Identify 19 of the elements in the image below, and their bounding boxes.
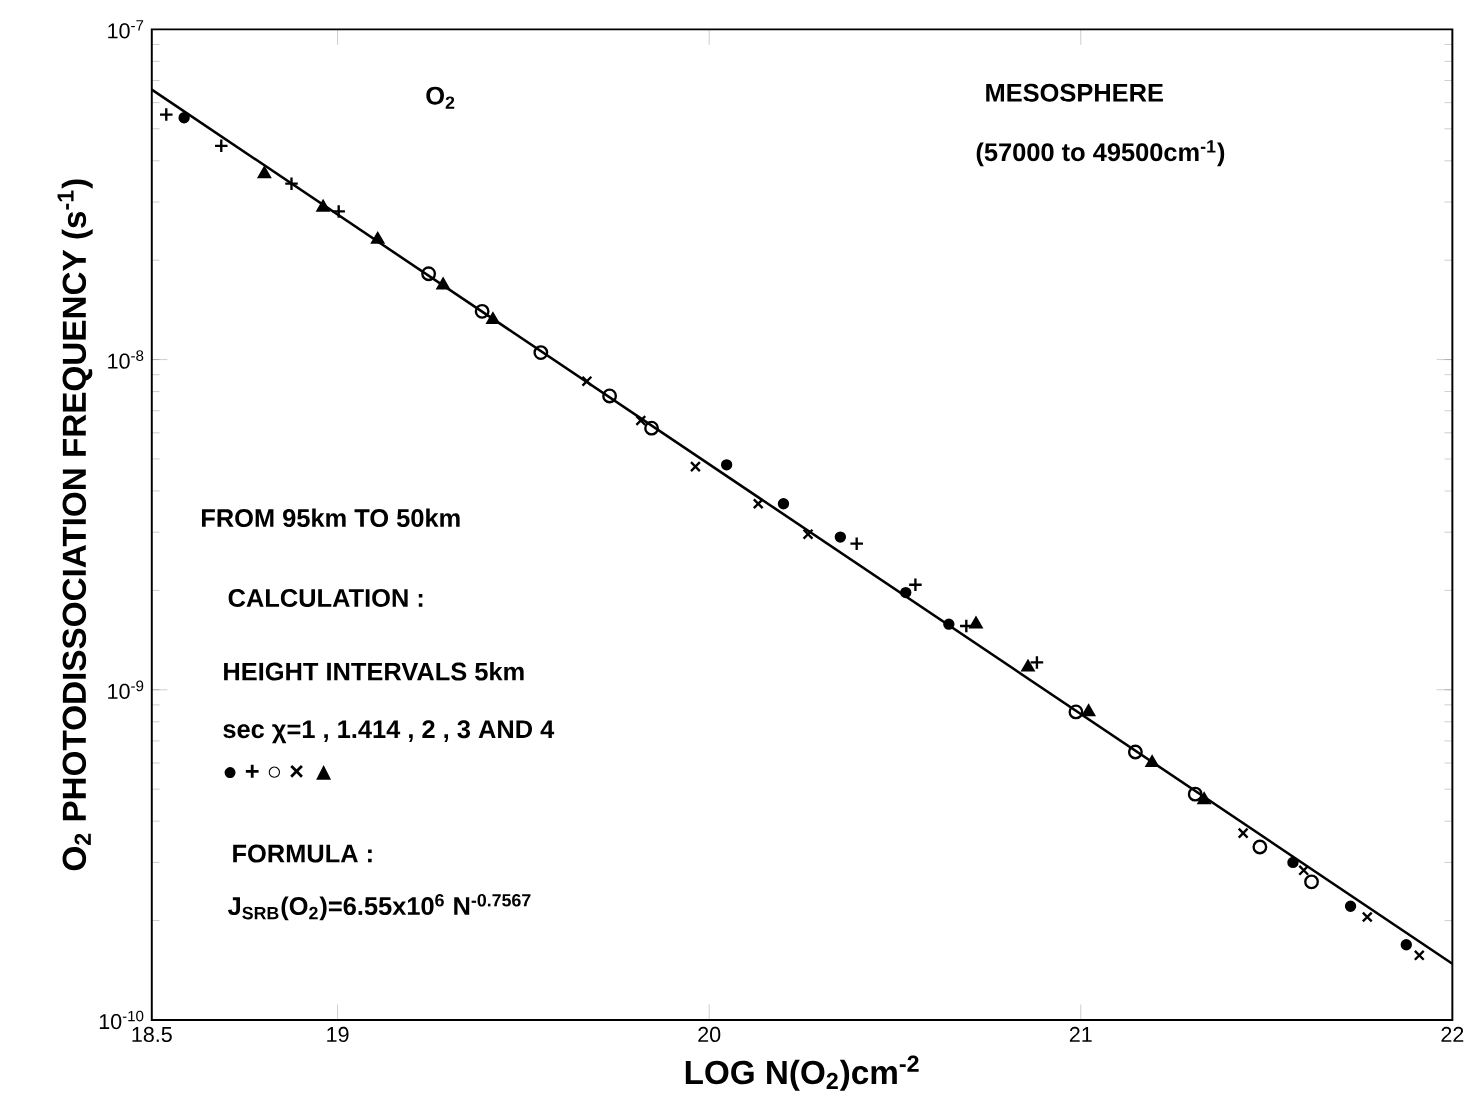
x-axis-title: LOG N(O$_{2}$)cm$^{-2}$ <box>685 1055 919 1091</box>
y-tick-label: 10$^{-9}$ <box>108 680 144 700</box>
annotation: J$_{SRB}$(O$_{2}$)=6.55x10$^{6}$ N$^{-0.7567}$ <box>227 894 531 921</box>
annotation: MESOSPHERE <box>986 83 1163 102</box>
x-tick-label: 21 <box>1069 1026 1092 1042</box>
x-tick-label: 22 <box>1441 1026 1464 1042</box>
x-tick-label: 19 <box>327 1026 349 1043</box>
annotation: FROM 95km TO 50km <box>201 508 460 528</box>
annotation: ● + ○ × ▲ <box>224 764 332 780</box>
annotation: HEIGHT INTERVALS 5km <box>224 662 524 681</box>
y-tick-label: 10$^{-8}$ <box>108 350 144 369</box>
annotation: (57000 to 49500cm$^{-1}$) <box>976 140 1225 167</box>
annotation: sec χ=1 , 1.414 , 2 , 3 AND 4 <box>223 720 555 744</box>
annotation: CALCULATION : <box>228 589 423 608</box>
annotation: FORMULA : <box>233 844 372 863</box>
y-axis-title: O$_{2}$ PHOTODISSOCIATION FREQUENCY (s$^{-1}$) <box>57 179 93 871</box>
annotation: O$_{2}$ <box>426 86 455 109</box>
y-tick-label: 10$^{-7}$ <box>108 20 144 39</box>
x-tick-label: 20 <box>698 1026 721 1043</box>
